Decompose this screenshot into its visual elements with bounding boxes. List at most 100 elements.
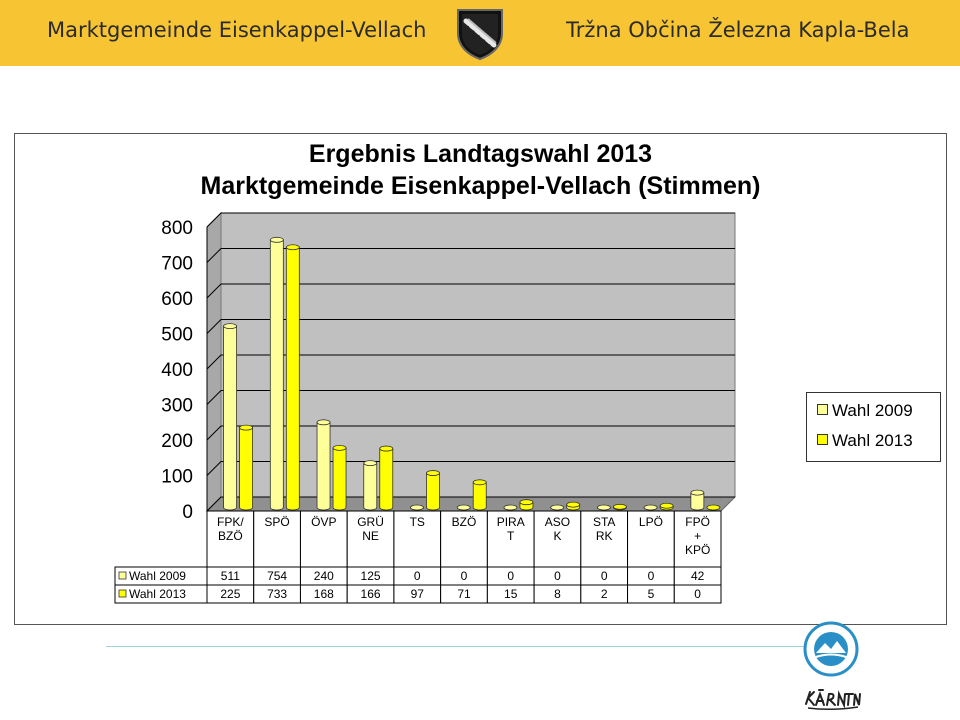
bar-top (269, 236, 284, 243)
header-municipality-slovene: Tržna Občina Železna Kapla-Bela (566, 18, 910, 42)
bar-top (690, 489, 705, 496)
table-header-cell (486, 510, 535, 568)
table-cell-value: 733 (267, 587, 287, 601)
table-header-cell (673, 510, 722, 568)
bar-top (456, 504, 471, 511)
gridline (206, 425, 735, 441)
category-label: GRÜ (357, 515, 384, 529)
y-tick-label: 600 (161, 289, 193, 310)
legend-label-2009: Wahl 2009 (832, 401, 913, 420)
bar-top (379, 445, 394, 452)
table-cell-value: 97 (411, 587, 425, 601)
table-cell-value: 225 (220, 587, 240, 601)
category-label: RK (596, 529, 613, 543)
table-header-cell (299, 510, 348, 568)
header-bar: Marktgemeinde Eisenkappel-Vellach Tržna … (0, 0, 960, 66)
legend-swatch-2013 (817, 434, 828, 445)
chart-subtitle: Marktgemeinde Eisenkappel-Vellach (Stimm… (200, 172, 761, 200)
table-cell-value: 8 (554, 587, 561, 601)
y-tick-label: 800 (161, 218, 193, 239)
table-series-name: Wahl 2009 (129, 569, 186, 583)
legend-swatch-2009 (817, 404, 828, 415)
bar-top (519, 499, 534, 506)
category-label: + (694, 529, 701, 543)
table-cell-value: 0 (461, 569, 468, 583)
table-header-cell (580, 510, 629, 568)
bar-top (426, 470, 440, 476)
chart-legend: Wahl 2009 Wahl 2013 (806, 392, 941, 462)
bar-1-5 (472, 481, 487, 511)
header-municipality-german: Marktgemeinde Eisenkappel-Vellach (47, 18, 427, 42)
legend-item-wahl-2009: Wahl 2009 (817, 401, 913, 421)
table-series-swatch (118, 589, 127, 598)
bar-top (503, 504, 518, 511)
bar-top (332, 444, 347, 451)
table-header-cell (440, 510, 488, 568)
category-label: BZÖ (218, 529, 243, 543)
bar-top (363, 460, 378, 467)
bar-1-3 (379, 448, 394, 511)
coat-of-arms-icon (457, 9, 503, 61)
table-series-name: Wahl 2013 (129, 587, 186, 601)
y-tick-label: 700 (161, 254, 193, 275)
chart-title: Ergebnis Landtagswahl 2013 (308, 140, 653, 168)
chart-frame: Ergebnis Landtagswahl 2013 Marktgemeinde… (14, 133, 947, 625)
table-cell-value: 511 (221, 569, 240, 583)
bar-top (410, 504, 424, 511)
table-header-cell (206, 510, 255, 568)
footer-divider (106, 646, 806, 647)
bar-top (643, 504, 658, 511)
table-cell-value: 0 (554, 569, 561, 583)
table-cell-value: 168 (314, 587, 334, 601)
y-tick-label: 400 (161, 360, 193, 381)
table-header-cell (393, 510, 442, 568)
gridline (206, 212, 735, 228)
bar-top (706, 504, 721, 511)
table-header-cell (627, 510, 675, 568)
category-label: SPÖ (264, 515, 289, 529)
bar-0-2 (316, 421, 331, 511)
kurort-badge-icon (803, 621, 859, 677)
bar-top (472, 479, 487, 486)
category-label: ÖVP (311, 515, 336, 529)
y-tick-label: 0 (182, 502, 193, 523)
category-label: KPÖ (685, 543, 710, 557)
bar-1-1 (285, 246, 300, 511)
category-label: NE (362, 529, 379, 543)
table-series-swatch (118, 571, 127, 580)
bar-top (659, 502, 674, 509)
category-label: BZÖ (452, 515, 477, 529)
gridline (206, 354, 735, 370)
category-label: FPÖ (685, 515, 710, 529)
category-label: LPÖ (639, 515, 663, 529)
bar-top (285, 244, 300, 251)
legend-item-wahl-2013: Wahl 2013 (817, 431, 913, 451)
plot-back-wall (207, 213, 735, 511)
table-cell-value: 0 (601, 569, 608, 583)
table-cell-value: 5 (648, 587, 655, 601)
gridline (206, 248, 735, 263)
gridline (206, 461, 735, 476)
bar-0-1 (269, 239, 284, 511)
table-cell-value: 71 (457, 587, 471, 601)
bar-top (613, 503, 627, 510)
legend-label-2013: Wahl 2013 (832, 431, 913, 450)
table-cell-value: 0 (507, 569, 514, 583)
category-label: FPK/ (217, 515, 244, 529)
gridline (206, 283, 735, 299)
bar-0-0 (223, 325, 237, 511)
y-tick-label: 200 (161, 431, 193, 452)
table-cell-value: 2 (601, 587, 608, 601)
bar-top (223, 323, 237, 329)
bar-top (316, 419, 331, 426)
bar-1-0 (239, 427, 253, 511)
table-cell-value: 0 (694, 587, 701, 601)
category-label: T (507, 529, 515, 543)
table-cell-value: 15 (504, 587, 518, 601)
bar-0-10 (690, 492, 705, 511)
gridline (206, 319, 735, 334)
table-cell-value: 0 (414, 569, 421, 583)
bar-top (550, 504, 565, 511)
category-label: PIRA (497, 515, 525, 529)
